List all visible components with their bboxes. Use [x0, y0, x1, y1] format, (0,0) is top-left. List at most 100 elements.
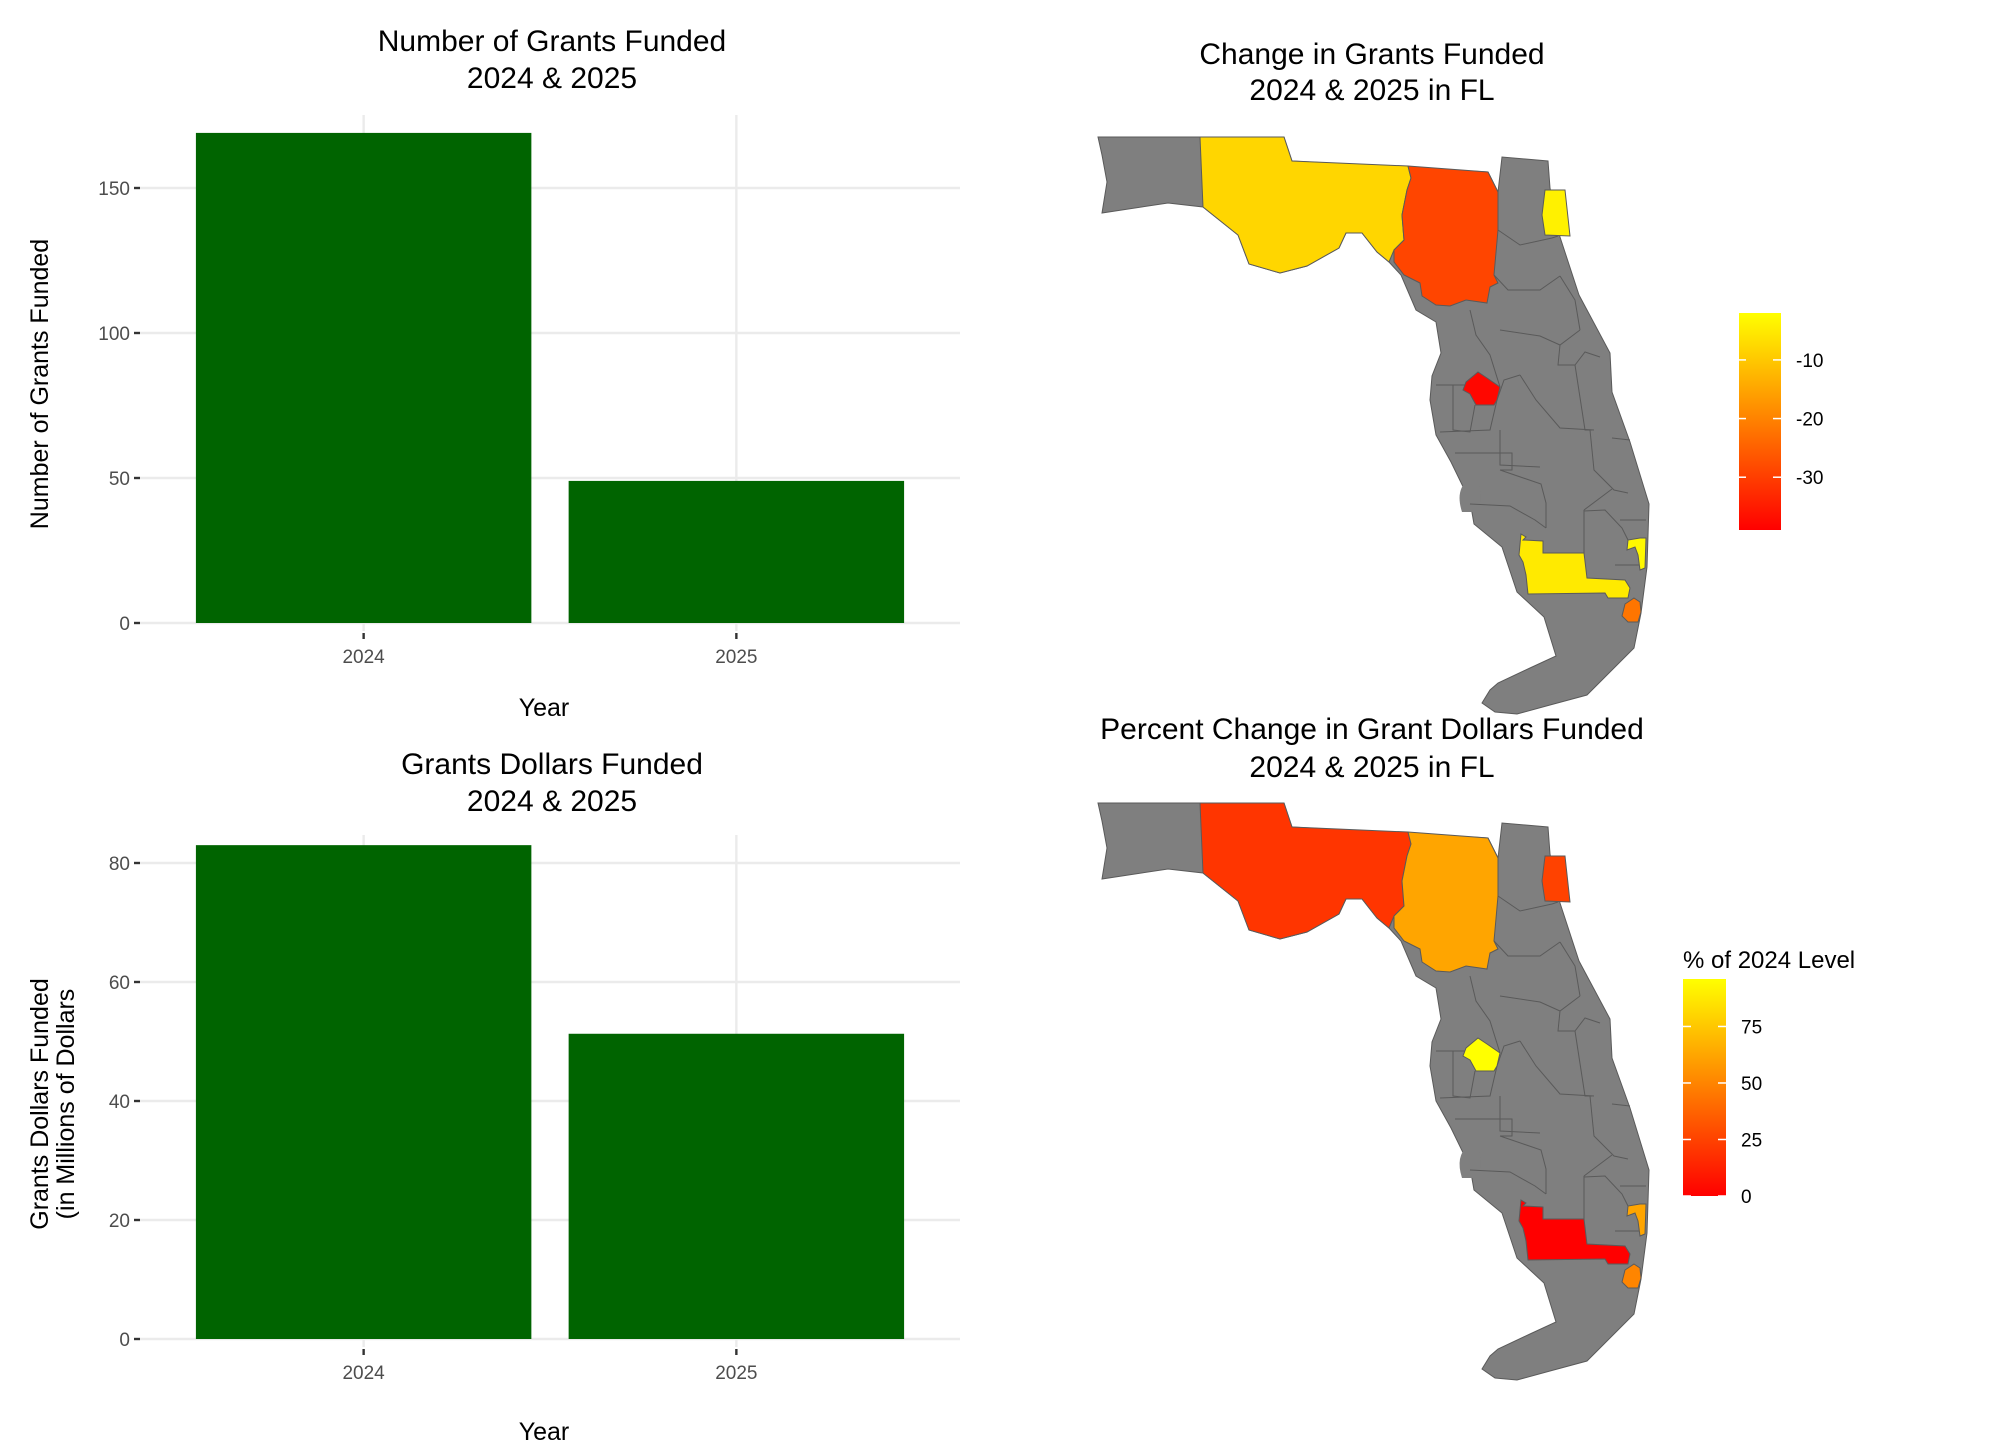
county-border	[1589, 429, 1629, 494]
bar-2024	[195, 132, 532, 623]
legend-tick-label: 75	[1741, 1017, 1762, 1038]
county-border	[1559, 941, 1581, 997]
county-central-west	[1462, 1037, 1501, 1072]
county-border	[1455, 452, 1513, 471]
bars	[195, 132, 905, 623]
county-border	[1469, 503, 1547, 529]
county-border	[1519, 1040, 1595, 1097]
county-border	[1519, 374, 1595, 431]
y-axis-title-line-1: Grants Dollars Funded	[26, 978, 54, 1230]
map-geometry	[1097, 802, 1650, 1381]
chart-title-line-1: Number of Grants Funded	[378, 25, 727, 58]
x-axis-ticks: 2024 2025	[342, 633, 758, 668]
y-tick-label: 40	[109, 1092, 130, 1113]
map-title-line-1: Change in Grants Funded	[1199, 38, 1544, 71]
county-border	[1499, 430, 1541, 468]
bar-2025	[568, 480, 905, 623]
bar-2024	[195, 845, 532, 1339]
county-border	[1497, 895, 1559, 912]
legend-tick-label: 25	[1741, 1130, 1762, 1151]
county-borders	[1436, 229, 1646, 566]
x-tick-label: 2025	[715, 1363, 757, 1384]
county-border	[1611, 1103, 1631, 1107]
y-tick-label: 20	[109, 1211, 130, 1232]
florida-map	[1097, 802, 1650, 1381]
county-border	[1493, 940, 1561, 957]
county-border	[1583, 1175, 1629, 1207]
florida-map	[1097, 136, 1650, 715]
county-southwest-inland	[1518, 533, 1631, 599]
county-southwest-inland	[1518, 1199, 1631, 1265]
county-border	[1499, 995, 1581, 1012]
county-west-central-panhandle	[1199, 136, 1412, 274]
x-axis-ticks: 2024 2025	[342, 1349, 758, 1384]
y-axis-ticks: 0 20 40 60 80	[109, 854, 140, 1351]
county-southeast-coastal	[1626, 1203, 1647, 1237]
county-border	[1574, 1030, 1592, 1097]
county-south-coastal	[1621, 597, 1642, 623]
county-border	[1455, 1118, 1513, 1137]
county-border	[1611, 437, 1631, 441]
legend-tick-label: 0	[1741, 1187, 1752, 1208]
county-northeast-coastal	[1541, 189, 1571, 237]
y-tick-label: 100	[98, 324, 130, 345]
y-tick-label: 60	[109, 973, 130, 994]
legend-ticks: 75 50 25 0	[1683, 1017, 1762, 1208]
bars	[195, 845, 905, 1339]
county-border	[1589, 1095, 1629, 1160]
y-tick-label: 80	[109, 854, 130, 875]
chart-title-line-1: Grants Dollars Funded	[401, 748, 703, 781]
y-tick-label: 50	[109, 469, 130, 490]
county-west-central-panhandle	[1199, 802, 1412, 940]
map-title-line-2: 2024 & 2025 in FL	[1249, 74, 1494, 107]
x-axis-title: Year	[519, 1418, 570, 1446]
county-border	[1497, 229, 1559, 246]
county-central-west	[1462, 371, 1501, 406]
x-tick-label: 2024	[342, 647, 385, 668]
county-border	[1583, 1154, 1613, 1177]
bar-2025	[568, 1033, 905, 1339]
county-border	[1493, 274, 1561, 291]
y-tick-label: 150	[98, 179, 130, 200]
legend-tick-label: -30	[1796, 468, 1823, 489]
map-title-line-2: 2024 & 2025 in FL	[1249, 751, 1494, 784]
county-border	[1499, 469, 1547, 528]
county-northeast-coastal	[1541, 855, 1571, 903]
y-axis-ticks: 0 50 100 150	[98, 179, 140, 635]
legend-tick-label: -20	[1796, 410, 1823, 431]
y-axis-title: Number of Grants Funded	[26, 239, 54, 529]
legend-tick-label: -10	[1796, 351, 1823, 372]
county-border	[1499, 329, 1581, 346]
county-south-coastal	[1621, 1263, 1642, 1289]
county-north-central	[1393, 165, 1499, 307]
map-title-line-1: Percent Change in Grant Dollars Funded	[1100, 713, 1644, 746]
county-border	[1469, 975, 1501, 1054]
county-borders	[1436, 895, 1646, 1232]
legend-ticks: -10 -20 -30	[1738, 351, 1823, 489]
county-north-central	[1393, 831, 1499, 973]
county-border	[1583, 509, 1629, 541]
county-border	[1469, 309, 1501, 388]
color-legend: % of 2024 Level 75 50 25 0	[1683, 947, 1855, 1208]
county-border	[1559, 275, 1581, 331]
map-geometry	[1097, 136, 1650, 715]
y-tick-label: 0	[119, 614, 130, 635]
county-border	[1469, 1169, 1547, 1195]
x-tick-label: 2024	[342, 1363, 385, 1384]
x-axis-title: Year	[519, 694, 570, 722]
legend-colorbar	[1739, 313, 1781, 530]
chart-title-line-2: 2024 & 2025	[467, 62, 637, 95]
legend-colorbar	[1683, 979, 1726, 1196]
chart-title-line-2: 2024 & 2025	[467, 785, 637, 818]
county-border	[1499, 1096, 1541, 1134]
legend-title: % of 2024 Level	[1683, 947, 1855, 974]
county-border	[1499, 1135, 1547, 1194]
county-border	[1574, 364, 1592, 431]
choropleth-map-percent-change-dollars: Percent Change in Grant Dollars Funded 2…	[1097, 713, 1855, 1381]
y-tick-label: 0	[119, 1330, 130, 1351]
legend-tick-label: 50	[1741, 1074, 1762, 1095]
y-axis-title-line-2: (in Millions of Dollars	[52, 989, 80, 1220]
color-legend: -10 -20 -30	[1738, 313, 1823, 530]
choropleth-map-change-in-grants: Change in Grants Funded 2024 & 2025 in F…	[1097, 38, 1823, 715]
